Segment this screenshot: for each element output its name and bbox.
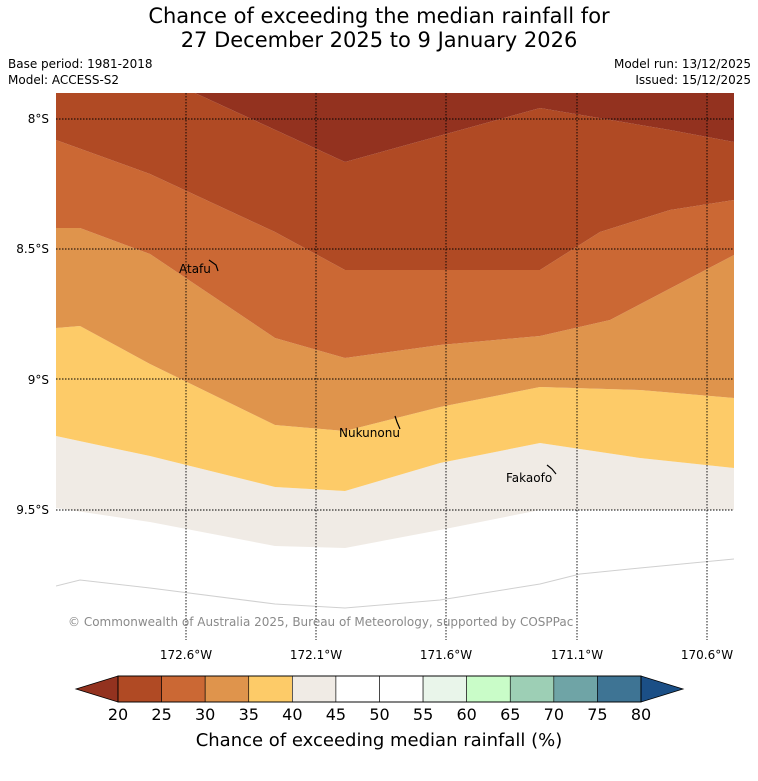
colorbar-under-arrow xyxy=(74,675,119,703)
region-20-25 xyxy=(56,93,734,270)
colorbar-segment xyxy=(422,675,467,703)
lon-label-171-6w: 171.6°W xyxy=(420,648,472,662)
lat-label-8s: 8°S xyxy=(28,112,49,126)
lat-label-8-5s: 8.5°S xyxy=(16,242,49,256)
rainfall-probability-field xyxy=(56,93,734,640)
colorbar-label: Chance of exceeding median rainfall (%) xyxy=(195,730,563,751)
colorbar-segment xyxy=(597,675,642,703)
lon-label-170-6w: 170.6°W xyxy=(681,648,733,662)
atafu-outline xyxy=(208,259,219,272)
colorbar-tick-label: 35 xyxy=(239,705,259,724)
colorbar-segment xyxy=(161,675,206,703)
issued-date: Issued: 15/12/2025 xyxy=(635,73,751,87)
colorbar-segment xyxy=(553,675,598,703)
region-30-35 xyxy=(56,228,734,431)
colorbar-segment xyxy=(379,675,424,703)
graticule xyxy=(56,93,734,640)
colorbar-segment xyxy=(248,675,293,703)
lon-labels: 172.6°W 172.1°W 171.6°W 171.1°W 170.6°W xyxy=(160,648,733,662)
colorbar-tick-label: 65 xyxy=(500,705,520,724)
title-line-2: 27 December 2025 to 9 January 2026 xyxy=(180,28,578,52)
colorbar-tick-label: 60 xyxy=(456,705,476,724)
region-below-20 xyxy=(195,93,734,162)
colorbar-segment xyxy=(509,675,555,703)
colorbar-segment xyxy=(292,675,337,703)
region-40-45 xyxy=(56,436,734,548)
meta-right: Model run: 13/12/2025 Issued: 15/12/2025 xyxy=(614,56,751,88)
region-25-30 xyxy=(56,140,734,358)
region-35-40 xyxy=(56,326,734,491)
colorbar-tick-label: 20 xyxy=(108,705,128,724)
fakaofo-outline xyxy=(546,464,557,475)
colorbar-tick-label: 30 xyxy=(195,705,215,724)
lat-label-9-5s: 9.5°S xyxy=(16,503,49,517)
colorbar xyxy=(74,675,685,703)
title-line-1: Chance of exceeding the median rainfall … xyxy=(148,4,610,28)
nukunonu-outline xyxy=(394,415,401,430)
lat-label-9s: 9°S xyxy=(28,373,49,387)
colorbar-tick-label: 75 xyxy=(587,705,607,724)
lon-label-171-1w: 171.1°W xyxy=(551,648,603,662)
colorbar-frame xyxy=(117,675,642,703)
lon-label-172-1w: 172.1°W xyxy=(290,648,342,662)
colorbar-tick-label: 55 xyxy=(413,705,433,724)
copyright-text: © Commonwealth of Australia 2025, Bureau… xyxy=(68,615,573,629)
place-label-atafu: Atafu xyxy=(179,262,211,276)
model-name: Model: ACCESS-S2 xyxy=(8,73,120,87)
colorbar-ticks: 20 25 30 35 40 45 50 55 60 65 70 75 80 xyxy=(108,705,651,724)
colorbar-tick-label: 50 xyxy=(369,705,389,724)
base-period: Base period: 1981-2018 xyxy=(8,57,153,71)
map-title: Chance of exceeding the median rainfall … xyxy=(0,4,758,52)
colorbar-tick-label: 40 xyxy=(282,705,302,724)
colorbar-over-arrow xyxy=(640,675,685,703)
colorbar-segment xyxy=(204,675,250,703)
place-markers: Atafu Nukunonu Fakaofo xyxy=(179,259,557,485)
meta-left: Base period: 1981-2018 Model: ACCESS-S2 xyxy=(8,56,153,88)
colorbar-segment xyxy=(117,675,162,703)
lon-label-172-6w: 172.6°W xyxy=(160,648,212,662)
contour-faint xyxy=(56,558,734,609)
place-label-nukunonu: Nukunonu xyxy=(339,426,400,440)
colorbar-segment xyxy=(335,675,380,703)
colorbar-tick-label: 70 xyxy=(544,705,564,724)
lat-labels: 8°S 8.5°S 9°S 9.5°S xyxy=(16,112,49,517)
colorbar-tick-label: 80 xyxy=(631,705,651,724)
colorbar-tick-label: 45 xyxy=(326,705,346,724)
colorbar-segment xyxy=(466,675,511,703)
place-label-fakaofo: Fakaofo xyxy=(506,471,552,485)
colorbar-tick-label: 25 xyxy=(151,705,171,724)
model-run: Model run: 13/12/2025 xyxy=(613,57,751,71)
